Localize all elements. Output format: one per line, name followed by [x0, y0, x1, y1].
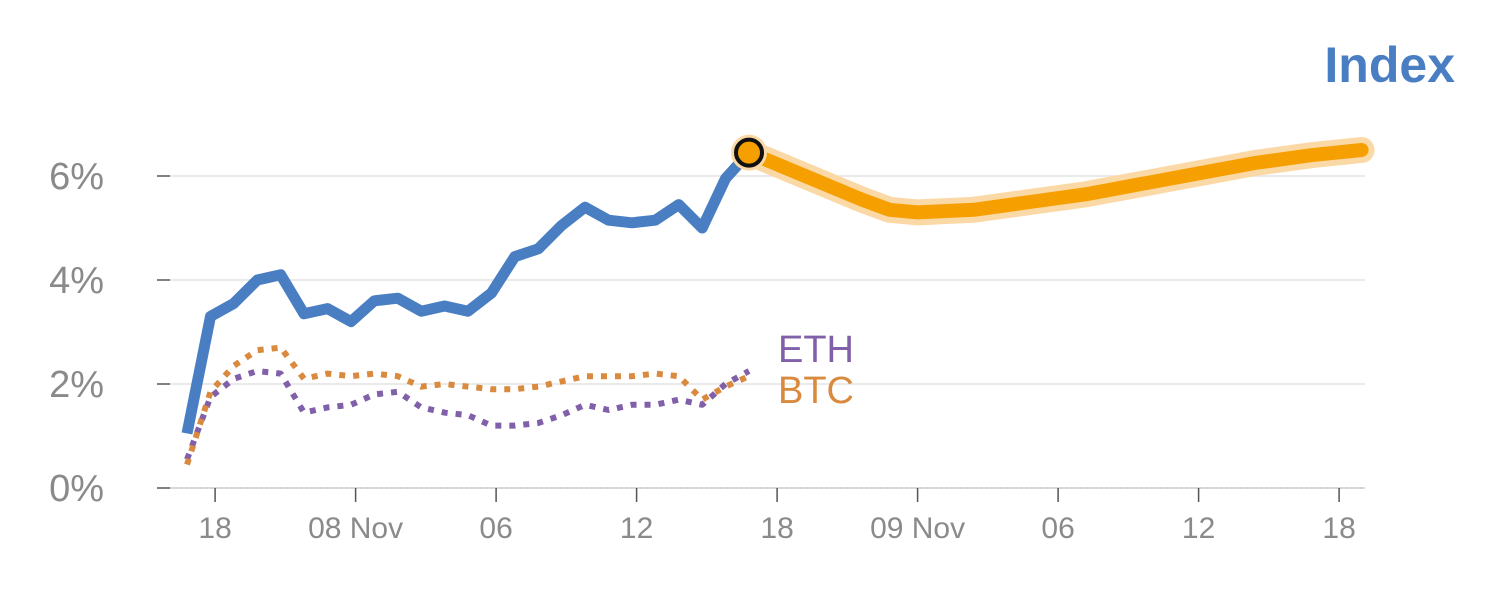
x-tick-label: 18 — [760, 512, 793, 545]
series-line-index — [181, 148, 754, 435]
marker-layer — [731, 134, 767, 171]
x-tick-label: 09 Nov — [870, 512, 965, 545]
chart-title: Index — [1324, 37, 1455, 93]
series-label-eth: ETH — [778, 329, 854, 371]
x-tick-label: 06 — [479, 512, 512, 545]
x-axis: 18 08 Nov 06 12 18 09 Nov 06 12 18 — [170, 487, 1365, 545]
x-tick-label: 06 — [1041, 512, 1074, 545]
marker-point — [734, 137, 764, 168]
y-axis: 0% 2% 4% 6% — [49, 156, 170, 510]
series-layer — [181, 137, 1375, 466]
y-tick-label: 4% — [49, 260, 104, 302]
x-tick-label: 08 Nov — [308, 512, 403, 545]
series-line-eth — [184, 368, 751, 461]
x-tick-label: 12 — [620, 512, 653, 545]
series-label-btc: BTC — [778, 370, 854, 412]
x-tick-label: 18 — [198, 512, 231, 545]
x-tick-label: 12 — [1182, 512, 1215, 545]
x-tick-label: 18 — [1322, 512, 1355, 545]
y-tick-label: 2% — [49, 364, 104, 406]
series-line-btc — [184, 344, 751, 466]
y-tick-label: 6% — [49, 156, 104, 198]
grid-lines — [170, 175, 1365, 489]
y-tick-label: 0% — [49, 468, 104, 510]
series-line-projection — [742, 143, 1369, 220]
